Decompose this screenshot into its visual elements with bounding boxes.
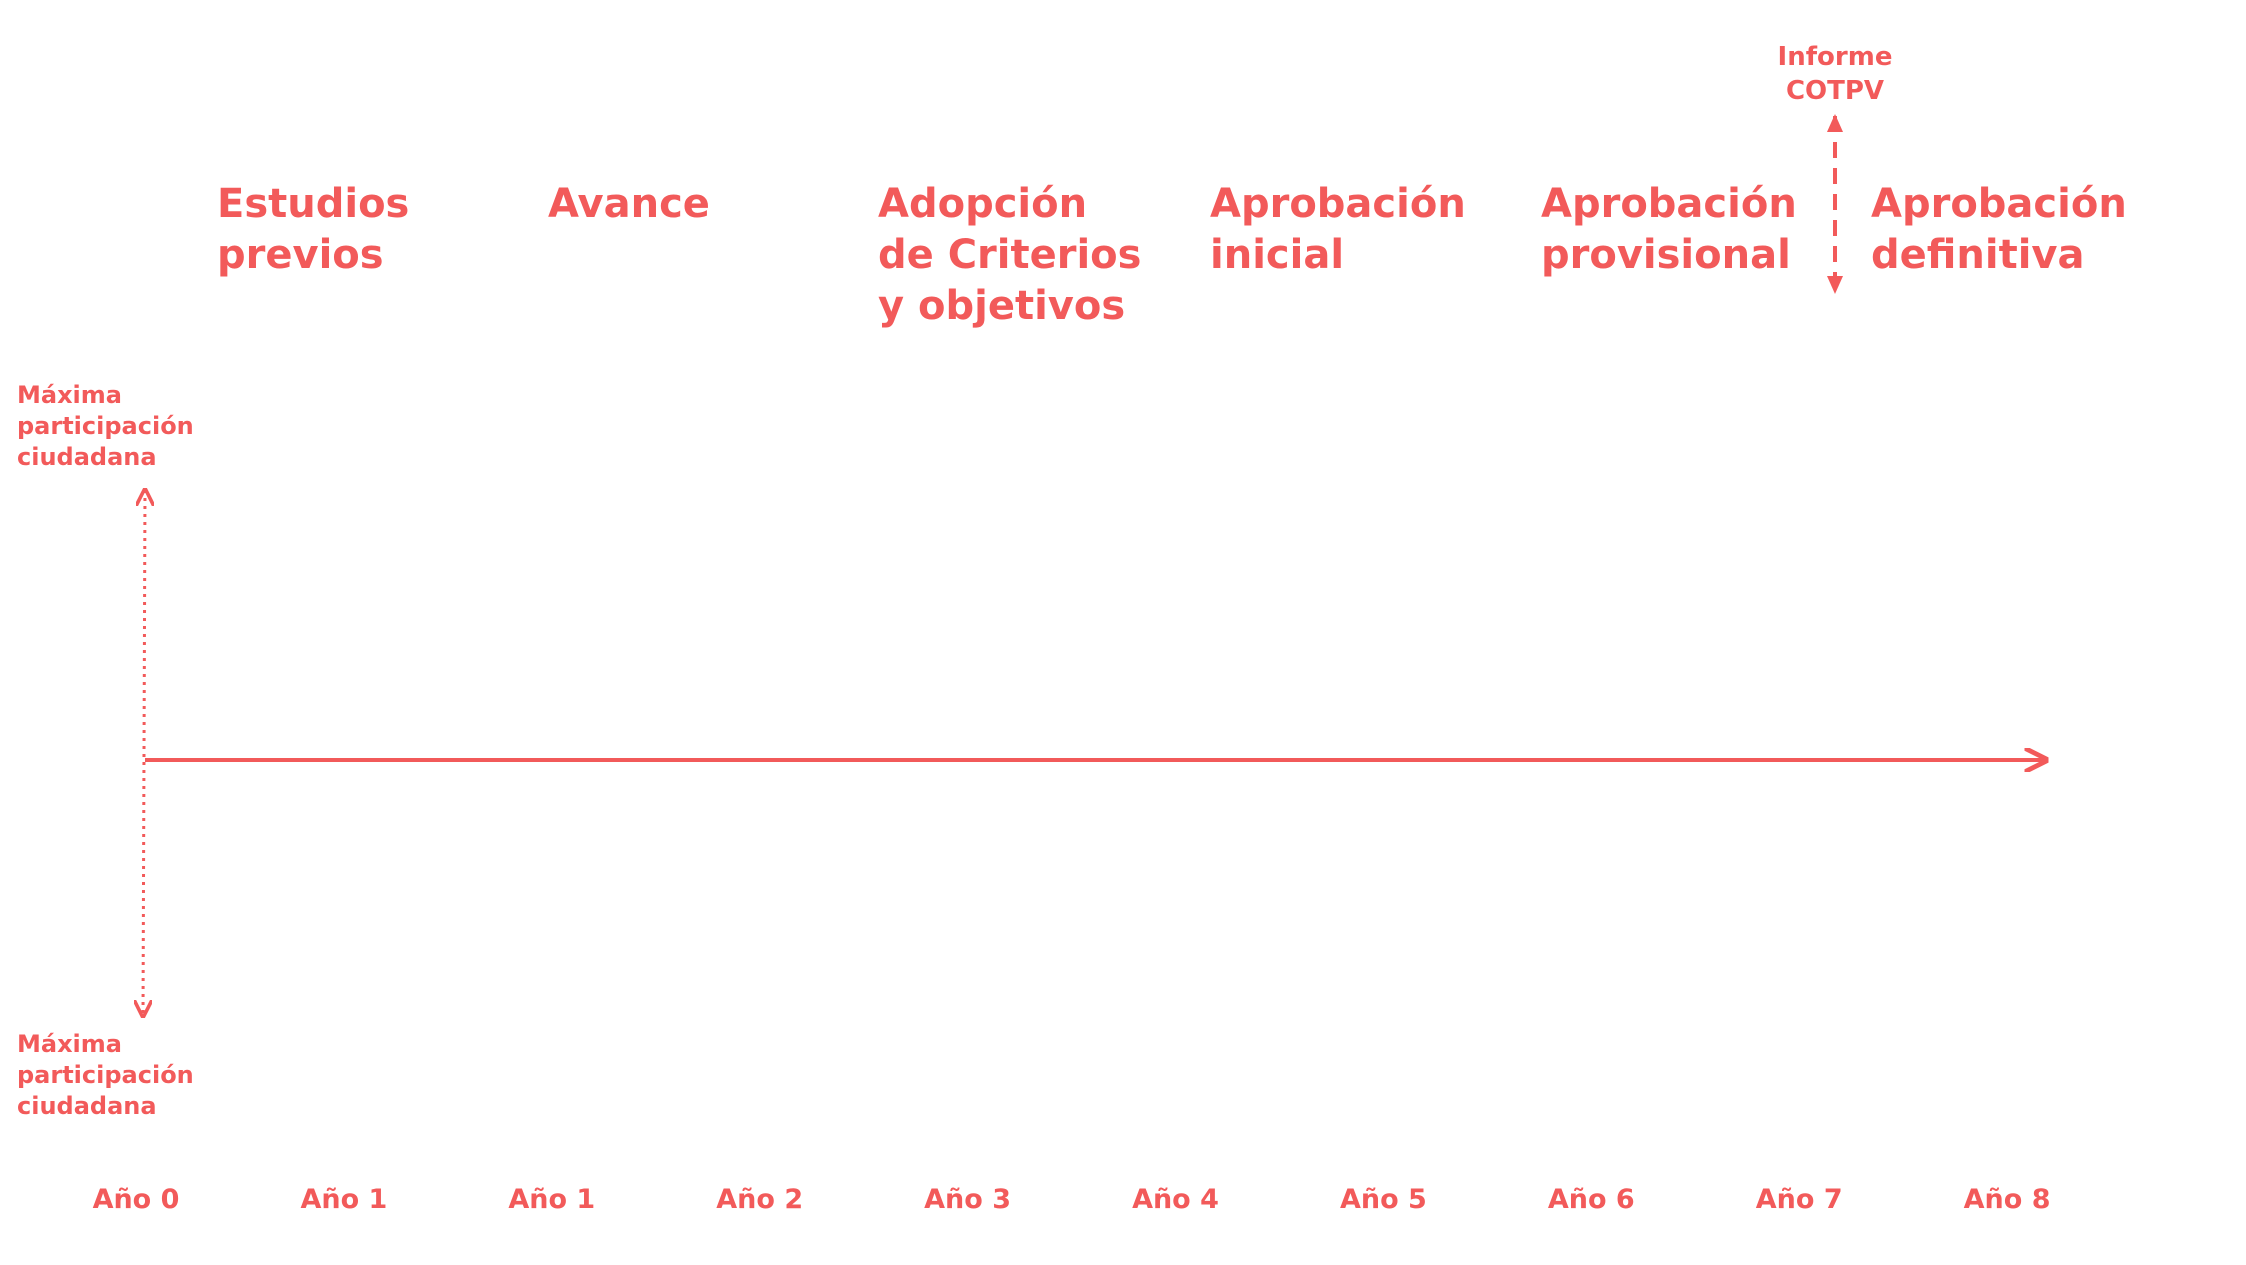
year-label: Año 4 [1132, 1184, 1219, 1215]
year-label: Año 0 [93, 1184, 180, 1215]
annotation: COTPV [1786, 76, 1884, 106]
phase-title: Aprobación [1541, 181, 1797, 227]
year-label: Año 2 [716, 1184, 803, 1215]
participation-label: Máxima [17, 1030, 122, 1058]
participation-label: Máxima [17, 381, 122, 409]
participation-label: participación [17, 412, 194, 440]
phase-title: Avance [548, 181, 710, 227]
year-label: Año 6 [1548, 1184, 1635, 1215]
year-label: Año 1 [508, 1184, 595, 1215]
annotation: Informe [1778, 42, 1893, 72]
year-label: Año 8 [1964, 1184, 2051, 1215]
phase-title: de Criterios [878, 232, 1141, 278]
phase-title: previos [217, 232, 384, 278]
phase-title: y objetivos [878, 283, 1125, 329]
phase-title: Adopción [878, 181, 1087, 227]
participation-label: participación [17, 1061, 194, 1089]
phase-title: definitiva [1871, 232, 2085, 278]
phase-title: Aprobación [1871, 181, 2127, 227]
year-label: Año 3 [924, 1184, 1011, 1215]
year-label: Año 5 [1340, 1184, 1427, 1215]
phase-title: Aprobación [1210, 181, 1466, 227]
year-label: Año 1 [300, 1184, 387, 1215]
participation-axis [143, 490, 145, 1016]
year-label: Año 7 [1756, 1184, 1843, 1215]
phase-title: inicial [1210, 232, 1344, 278]
participation-label: ciudadana [17, 1092, 157, 1120]
phase-title: provisional [1541, 232, 1791, 278]
participation-label: ciudadana [17, 443, 157, 471]
phase-title: Estudios [217, 181, 409, 227]
